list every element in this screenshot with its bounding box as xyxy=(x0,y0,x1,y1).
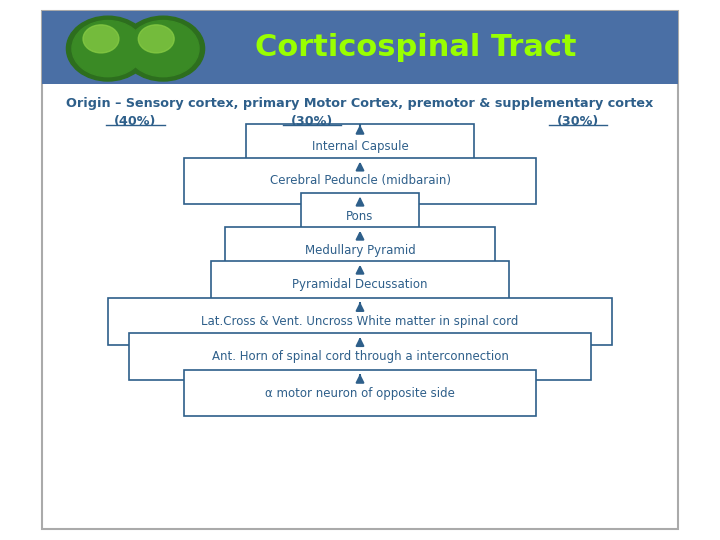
Text: Medullary Pyramid: Medullary Pyramid xyxy=(305,244,415,256)
Text: Origin – Sensory cortex, primary Motor Cortex, premotor & supplementary cortex: Origin – Sensory cortex, primary Motor C… xyxy=(66,97,654,110)
FancyBboxPatch shape xyxy=(42,11,678,529)
Text: Pyramidal Decussation: Pyramidal Decussation xyxy=(292,278,428,291)
FancyBboxPatch shape xyxy=(129,333,591,380)
Circle shape xyxy=(66,16,149,81)
FancyBboxPatch shape xyxy=(42,11,678,84)
Text: Ant. Horn of spinal cord through a interconnection: Ant. Horn of spinal cord through a inter… xyxy=(212,350,508,363)
Circle shape xyxy=(138,25,174,53)
Circle shape xyxy=(122,16,204,81)
Text: Internal Capsule: Internal Capsule xyxy=(312,140,408,153)
Text: (40%): (40%) xyxy=(114,115,157,128)
Text: Pons: Pons xyxy=(346,210,374,222)
FancyBboxPatch shape xyxy=(246,124,474,170)
Circle shape xyxy=(83,25,119,53)
Text: (30%): (30%) xyxy=(557,115,599,128)
FancyBboxPatch shape xyxy=(301,193,419,239)
FancyBboxPatch shape xyxy=(225,227,495,273)
FancyBboxPatch shape xyxy=(212,261,508,307)
Text: Cerebral Peduncle (midbarain): Cerebral Peduncle (midbarain) xyxy=(269,174,451,187)
Text: (30%): (30%) xyxy=(291,115,333,128)
FancyBboxPatch shape xyxy=(108,298,612,345)
FancyBboxPatch shape xyxy=(184,370,536,416)
Text: α motor neuron of opposite side: α motor neuron of opposite side xyxy=(265,387,455,400)
Circle shape xyxy=(72,21,144,77)
Text: Corticospinal Tract: Corticospinal Tract xyxy=(254,33,576,62)
FancyBboxPatch shape xyxy=(184,158,536,204)
Circle shape xyxy=(127,21,199,77)
Text: Lat.Cross & Vent. Uncross White matter in spinal cord: Lat.Cross & Vent. Uncross White matter i… xyxy=(202,315,518,328)
